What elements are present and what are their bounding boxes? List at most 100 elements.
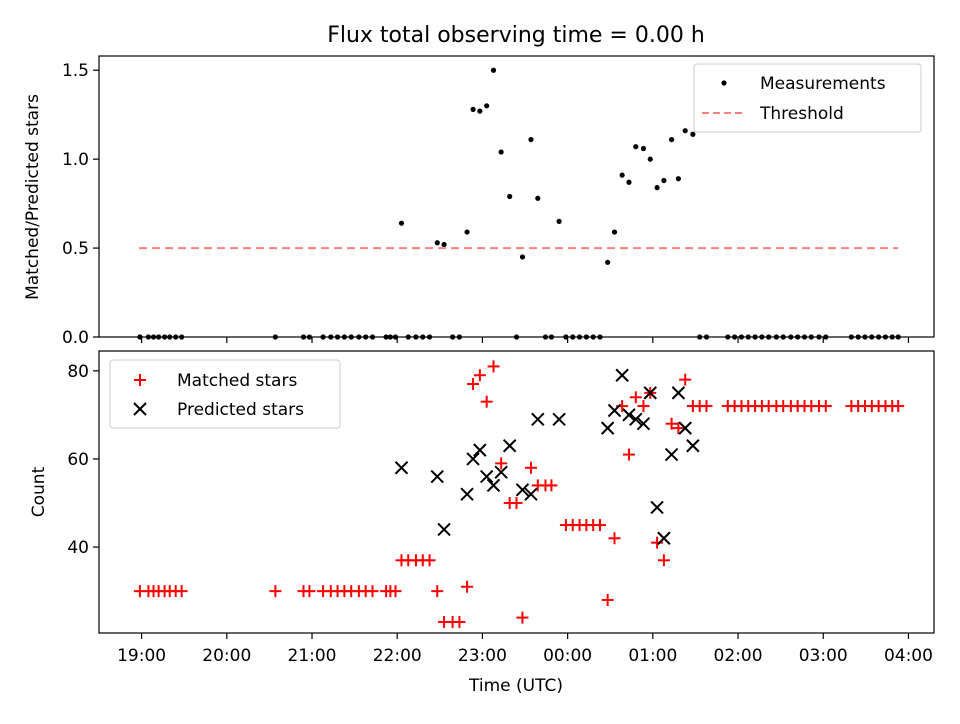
legend-predicted-label: Predicted stars: [177, 400, 304, 420]
bottom-y-tick-label: 80: [67, 362, 89, 382]
bottom-matched-stars-point: [819, 400, 832, 413]
bottom-matched-stars-point: [601, 593, 614, 606]
bottom-matched-stars-point: [657, 554, 670, 567]
legend-matched-label: Matched stars: [177, 371, 297, 391]
top-measurements-point: [647, 156, 653, 162]
bottom-matched-stars-point: [892, 400, 905, 413]
bottom-x-tick-label: 03:00: [799, 646, 848, 666]
top-measurements-point: [640, 145, 647, 152]
bottom-predicted-stars-point: [486, 478, 501, 493]
bottom-predicted-stars-point: [657, 531, 671, 545]
bottom-x-tick-label: 04:00: [884, 646, 933, 666]
bottom-matched-stars-point: [545, 479, 558, 492]
legend-measurements-label: Measurements: [760, 74, 886, 94]
bottom-predicted-stars-point: [664, 447, 679, 462]
top-y-tick-label: 0.5: [62, 239, 89, 259]
bottom-matched-stars-point: [423, 554, 436, 567]
top-measurements-point: [626, 179, 632, 185]
top-legend: Measurements Threshold: [693, 63, 922, 133]
bottom-x-tick-label: 22:00: [373, 646, 422, 666]
bottom-predicted-stars-point: [394, 461, 409, 475]
top-plot-area: 0.0 0.5 1.0 1.5: [62, 61, 910, 348]
bottom-predicted-stars-point: [615, 368, 629, 382]
top-measurements-point: [441, 241, 447, 248]
bottom-predicted-stars-point: [494, 465, 508, 479]
top-measurements-point: [611, 229, 618, 235]
bottom-predicted-stars-point: [636, 416, 651, 431]
top-y-tick-label: 1.0: [62, 150, 89, 170]
bottom-matched-stars-point: [473, 369, 486, 382]
top-measurements-point: [490, 67, 497, 73]
bottom-matched-stars-point: [510, 497, 523, 510]
legend-predicted-marker: [133, 402, 147, 416]
bottom-plot-area: 40 60 80 19:00 20:00 21:00 22:00 23:00 00:00 01:0…: [67, 360, 933, 666]
bottom-panel: 40 60 80 19:00 20:00 21:00 22:00 23:00 00:00 01:0…: [29, 350, 935, 696]
chart-title: Flux total observing time = 0.00 h: [327, 23, 705, 48]
bottom-matched-stars-point: [608, 532, 621, 545]
top-measurements-point: [605, 259, 611, 265]
top-measurements-point: [682, 128, 688, 134]
bottom-predicted-stars-point: [515, 483, 530, 497]
bottom-predicted-stars-point: [531, 412, 545, 427]
top-measurements-point: [668, 136, 675, 143]
top-measurements-point: [661, 177, 667, 184]
top-measurements-point: [464, 229, 470, 235]
bottom-matched-stars-point: [679, 373, 692, 386]
bottom-predicted-stars-point: [678, 421, 692, 435]
bottom-matched-stars-point: [431, 585, 444, 598]
bottom-predicted-stars-point: [607, 403, 622, 418]
top-measurements-point: [654, 185, 660, 191]
bottom-predicted-stars-point: [622, 408, 636, 422]
bottom-predicted-stars-point: [650, 500, 664, 515]
bottom-predicted-stars-point: [473, 443, 487, 457]
top-measurements-point: [477, 108, 483, 114]
top-panel: 0.0 0.5 1.0 1.5 Matched/Predicted stars Mea…: [23, 55, 935, 348]
bottom-matched-stars-point: [524, 461, 537, 474]
top-y-tick-label: 0.0: [62, 328, 89, 348]
bottom-predicted-stars-point: [430, 469, 444, 484]
top-measurements-point: [498, 149, 504, 155]
legend-threshold-label: Threshold: [759, 104, 844, 124]
bottom-matched-stars-point: [366, 585, 379, 598]
bottom-x-tick-label: 19:00: [117, 646, 166, 666]
bottom-matched-stars-point: [594, 519, 606, 532]
bottom-x-tick-label: 21:00: [288, 646, 337, 666]
top-y-axis-label: Matched/Predicted stars: [23, 94, 43, 300]
bottom-matched-stars-point: [672, 422, 685, 435]
bottom-y-tick-label: 40: [67, 538, 89, 558]
bottom-y-tick-label: 60: [67, 450, 89, 470]
bottom-predicted-stars-point: [466, 452, 480, 466]
bottom-x-tick-label: 00:00: [543, 646, 592, 666]
bottom-predicted-stars-point: [460, 487, 474, 501]
bottom-predicted-stars-point: [600, 421, 615, 435]
top-measurements-point: [484, 103, 490, 109]
bottom-matched-stars-point: [665, 417, 678, 430]
top-measurements-point: [675, 176, 681, 182]
bottom-predicted-stars-point: [643, 386, 657, 400]
bottom-matched-stars-point: [495, 457, 508, 470]
bottom-predicted-stars-point: [437, 522, 451, 537]
top-measurements-point: [535, 195, 541, 201]
bottom-predicted-stars-point: [524, 487, 538, 501]
bottom-matched-stars-point: [516, 611, 529, 624]
bottom-x-tick-label: 20:00: [202, 646, 251, 666]
bottom-matched-stars-point: [453, 615, 466, 628]
bottom-matched-stars-point: [175, 585, 188, 598]
bottom-matched-stars-point: [700, 400, 713, 413]
bottom-matched-stars-point: [629, 391, 642, 404]
bottom-x-axis-label: Time (UTC): [468, 676, 563, 696]
bottom-matched-stars-point: [480, 395, 493, 408]
bottom-matched-stars-point: [622, 448, 635, 461]
top-measurements-point: [556, 218, 562, 224]
bottom-x-tick-label: 23:00: [458, 646, 507, 666]
bottom-predicted-stars-point: [502, 439, 517, 453]
top-measurements-point: [470, 106, 476, 112]
top-measurements-point: [434, 240, 440, 246]
top-measurements-point: [507, 193, 513, 200]
top-axes-frame: [98, 55, 935, 338]
bottom-y-axis-label: Count: [29, 466, 49, 517]
bottom-matched-stars-point: [269, 585, 282, 598]
top-measurements-point: [633, 144, 639, 150]
top-measurements-point: [398, 220, 405, 226]
